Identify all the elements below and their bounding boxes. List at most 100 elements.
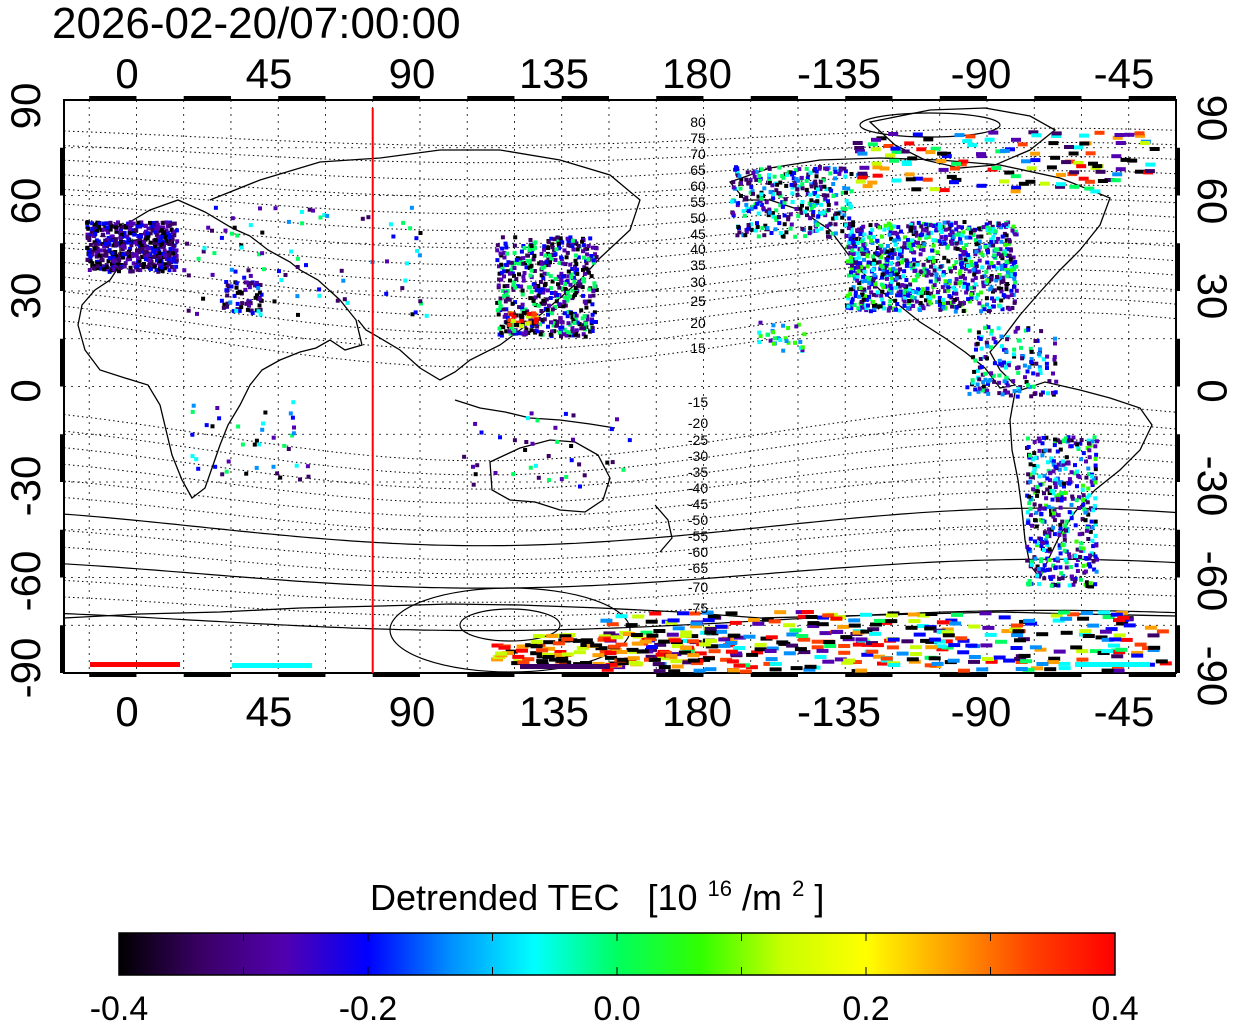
tec-point (513, 260, 517, 265)
tec-point (1000, 363, 1005, 368)
tec-point (865, 278, 870, 283)
tec-point (627, 656, 640, 661)
tec-point (1006, 390, 1010, 395)
tec-point (897, 308, 902, 313)
tec-point (665, 620, 678, 625)
tec-point (848, 287, 853, 292)
tec-point (582, 279, 587, 284)
tec-point (215, 406, 220, 410)
tec-point (1109, 637, 1122, 642)
tec-point (1120, 637, 1133, 642)
tec-point (99, 266, 103, 271)
tec-point (833, 213, 838, 218)
tec-point (925, 291, 930, 295)
tec-point (859, 247, 864, 252)
tec-point (126, 237, 131, 242)
tec-point (1045, 556, 1050, 561)
tec-point (833, 176, 838, 181)
tec-point (903, 287, 908, 292)
tec-point (931, 661, 944, 666)
tec-point (879, 243, 884, 248)
tec-point (615, 417, 619, 422)
tec-point (990, 296, 995, 301)
tec-point (559, 634, 572, 639)
tec-point (851, 233, 856, 238)
tec-point (1086, 512, 1091, 517)
tec-point (513, 235, 518, 240)
tec-point (934, 272, 939, 277)
tec-point (570, 329, 575, 334)
tec-point (140, 246, 145, 251)
tec-point (1044, 361, 1049, 366)
coastline-africa (77, 199, 363, 499)
tec-point (983, 325, 987, 330)
tec-point (542, 655, 555, 659)
tec-point (885, 619, 898, 624)
tec-point (1084, 580, 1089, 585)
tec-point (585, 317, 590, 322)
contour-line (63, 609, 1177, 632)
tec-point (582, 271, 587, 276)
tec-point (585, 252, 589, 257)
tec-point (584, 258, 588, 263)
tec-point (943, 289, 948, 294)
tec-point (124, 225, 129, 230)
tec-point (910, 295, 915, 300)
tec-point (968, 659, 980, 664)
tec-point (982, 657, 994, 661)
tec-point (1075, 569, 1080, 573)
tec-point (861, 652, 874, 657)
tec-point (172, 229, 177, 234)
tec-point (322, 213, 327, 217)
contour-label: 40 (690, 241, 706, 257)
tec-point (794, 647, 807, 652)
tec-point (553, 258, 558, 262)
tec-point (522, 246, 527, 250)
tec-point (867, 297, 872, 301)
tec-point (1029, 360, 1034, 365)
tec-point (522, 311, 527, 315)
tec-point (666, 632, 679, 637)
tec-point (239, 245, 244, 250)
tick-band-left (60, 338, 64, 387)
tec-point (670, 659, 683, 664)
tec-point (161, 225, 166, 230)
tec-point (999, 286, 1004, 291)
tec-point (513, 300, 518, 305)
tec-point (136, 220, 141, 225)
tec-point (535, 324, 540, 329)
tec-point (590, 325, 595, 330)
tec-point (1093, 522, 1098, 527)
tec-point (939, 241, 944, 246)
tick-band-right (1176, 243, 1180, 291)
tec-point (988, 220, 992, 225)
tec-point (527, 261, 532, 266)
tec-point (1088, 161, 1098, 166)
tec-point (1062, 481, 1066, 486)
tec-point (771, 330, 776, 335)
tec-point (998, 304, 1003, 309)
tec-point (1056, 558, 1061, 563)
tec-point (841, 660, 854, 665)
tec-point (575, 247, 580, 252)
tec-point (1024, 380, 1029, 384)
tec-point (967, 299, 972, 304)
tec-point (845, 259, 850, 264)
tec-point (1093, 467, 1098, 472)
tec-point (1018, 181, 1029, 186)
tec-point (1064, 461, 1069, 466)
tec-point (742, 197, 747, 202)
tec-point (1035, 464, 1040, 469)
tec-point (648, 657, 661, 662)
tec-point (582, 641, 595, 646)
tec-point (908, 241, 913, 246)
tec-point (526, 314, 531, 319)
tec-point (978, 337, 983, 341)
tec-point (753, 205, 758, 210)
tec-point (843, 169, 848, 174)
tec-point (533, 285, 538, 290)
tec-point (1049, 512, 1054, 517)
colorbar-tick-label: -0.2 (339, 990, 398, 1024)
tec-point (1034, 510, 1039, 515)
tec-point (926, 270, 931, 275)
